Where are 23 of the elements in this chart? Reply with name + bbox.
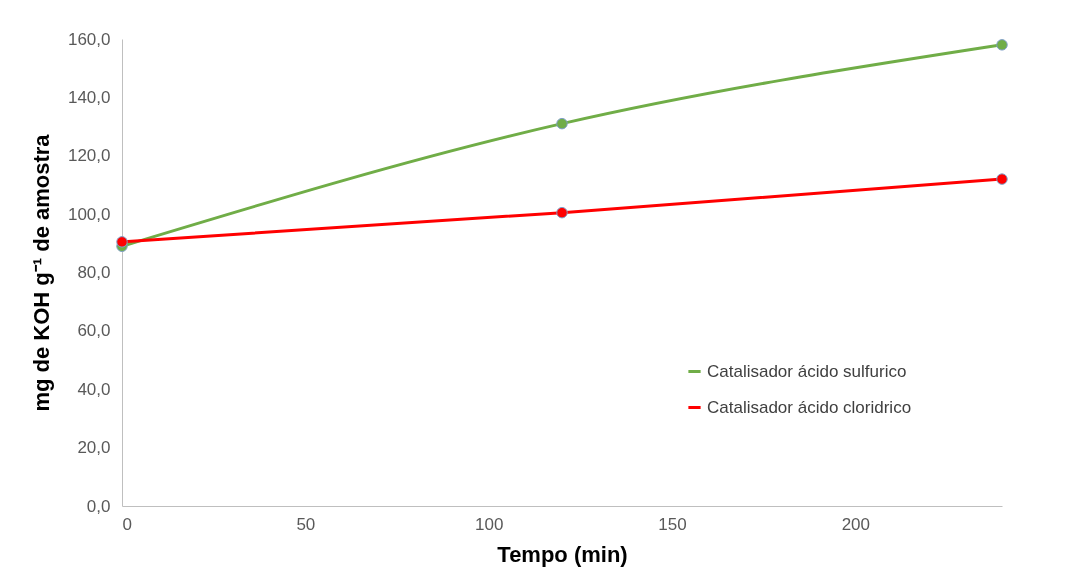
point xyxy=(996,173,1008,185)
y-tick-label: 20,0 xyxy=(77,438,111,458)
x-axis-title: Tempo (min) xyxy=(497,541,628,567)
x-tick-label: 150 xyxy=(658,514,687,534)
legend-label: Catalisador ácido cloridrico xyxy=(707,397,912,417)
y-tick-label: 100,0 xyxy=(67,204,111,224)
point xyxy=(556,206,568,219)
x-tick-label: 0 xyxy=(122,514,132,534)
point xyxy=(996,39,1008,51)
x-tick-label: 200 xyxy=(841,514,871,534)
x-tick-label: 100 xyxy=(474,514,504,534)
y-tick-label: 140,0 xyxy=(67,87,111,107)
y-tick-label: 0,0 xyxy=(86,496,111,516)
y-tick-label: 120,0 xyxy=(67,146,111,166)
y-tick-label: 40,0 xyxy=(77,379,111,399)
y-tick-label: 80,0 xyxy=(77,263,111,282)
y-axis-title: mg de KOH g⁻¹ de amostra xyxy=(28,133,54,412)
y-tick-label: 60,0 xyxy=(77,321,111,341)
legend-label: Catalisador ácido sulfurico xyxy=(707,361,907,381)
point xyxy=(556,117,568,130)
y-tick-label: 160,0 xyxy=(67,29,111,49)
x-tick-label: 50 xyxy=(296,514,316,534)
point xyxy=(116,236,128,248)
